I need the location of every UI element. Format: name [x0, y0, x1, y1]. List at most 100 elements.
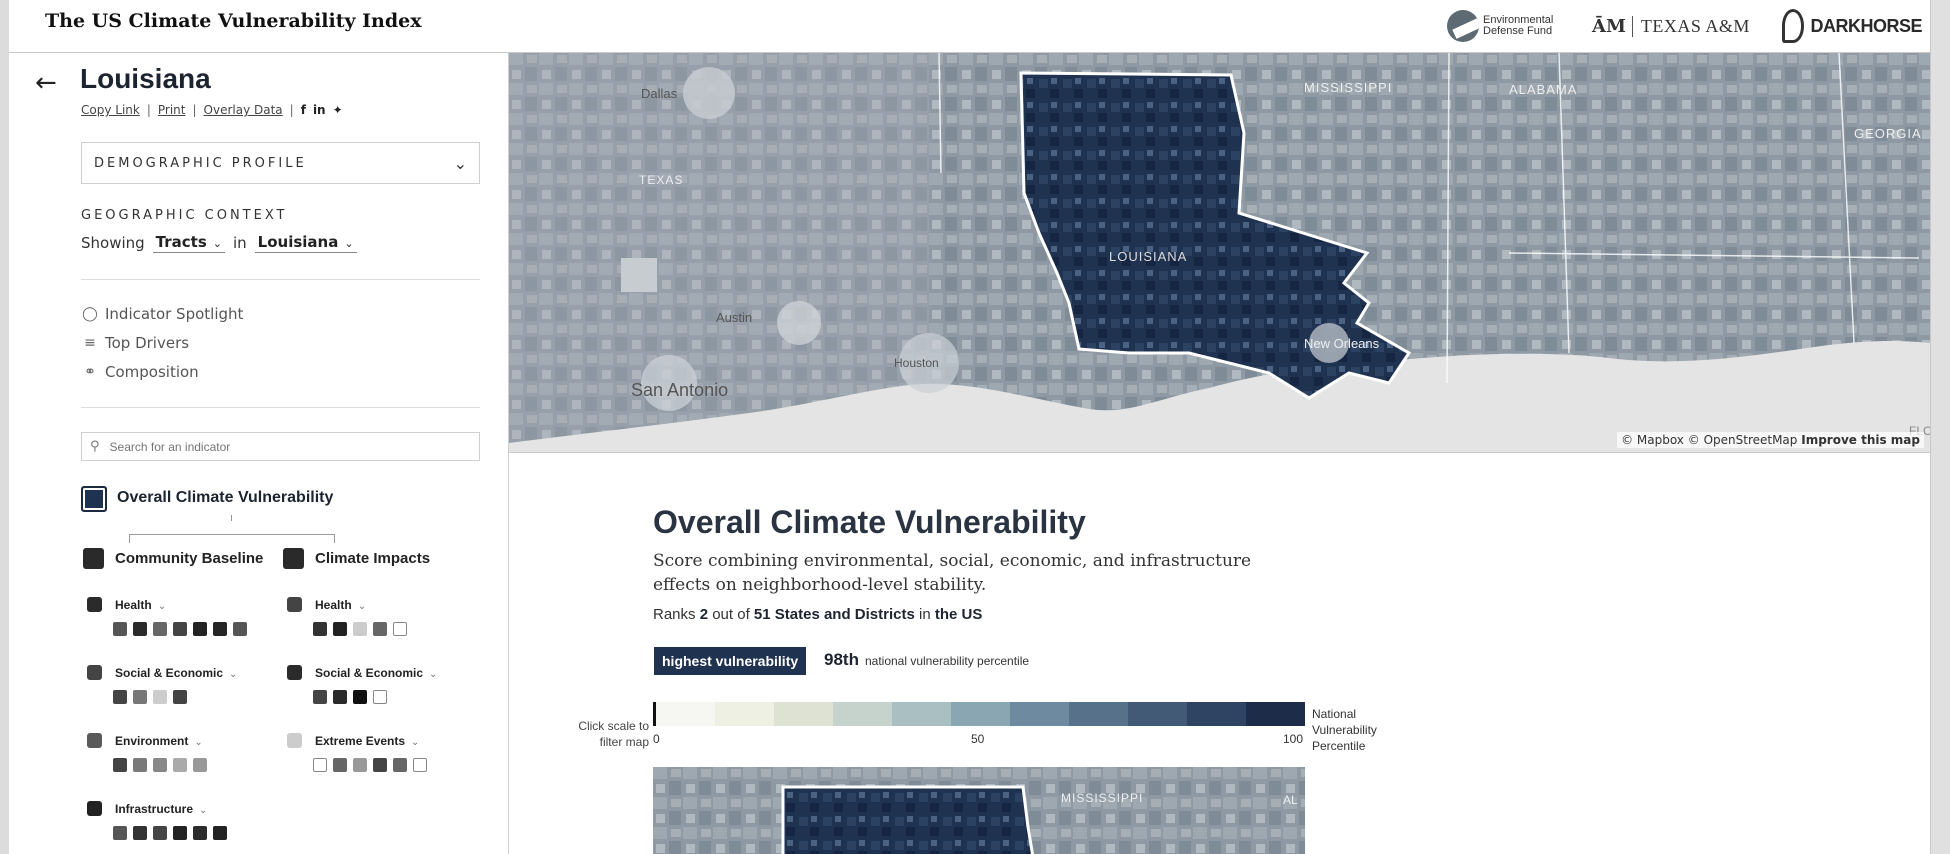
sub-indicator-toggle[interactable]	[393, 758, 407, 772]
sub-indicator-toggle[interactable]	[353, 758, 367, 772]
copy-link-button[interactable]: Copy Link	[81, 103, 140, 117]
linkedin-icon[interactable]: in	[312, 103, 326, 117]
site-title[interactable]: The US Climate Vulnerability Index	[45, 10, 422, 32]
sub-indicator-toggle[interactable]	[313, 758, 327, 772]
darkhorse-logo[interactable]: DARKHORSE	[1782, 6, 1922, 46]
demographic-profile-dropdown[interactable]: DEMOGRAPHIC PROFILE ⌄	[81, 142, 480, 184]
scale-segment[interactable]	[833, 702, 892, 726]
indicator-checkbox[interactable]	[87, 597, 102, 612]
sub-indicator-toggle[interactable]	[153, 622, 167, 636]
tool-label: Top Drivers	[105, 334, 190, 352]
sub-indicator-toggle[interactable]	[333, 758, 347, 772]
region-select[interactable]: Louisiana ⌄	[254, 233, 357, 253]
sub-indicator-toggle[interactable]	[373, 758, 387, 772]
indicator-checkbox[interactable]	[87, 665, 102, 680]
sub-indicator-toggle[interactable]	[213, 622, 227, 636]
indicator-label: Infrastructure	[115, 802, 194, 816]
sub-indicator-toggle[interactable]	[353, 690, 367, 704]
indicator-checkbox[interactable]	[287, 665, 302, 680]
sub-indicator-toggle[interactable]	[113, 758, 127, 772]
tamu-logo[interactable]: ĀM TEXAS A&M	[1592, 6, 1752, 46]
improve-map-link[interactable]: Improve this map	[1801, 433, 1920, 447]
scale-segment[interactable]	[892, 702, 951, 726]
sub-indicator-toggle[interactable]	[193, 758, 207, 772]
indicator-dropdown[interactable]: Health ⌄	[315, 598, 366, 612]
sub-indicator-toggle[interactable]	[113, 622, 127, 636]
overlay-data-button[interactable]: Overlay Data	[203, 103, 283, 117]
indicator-dropdown[interactable]: Social & Economic ⌄	[315, 666, 437, 680]
facebook-icon[interactable]: f	[300, 103, 306, 117]
mini-map-canvas[interactable]: MISSISSIPPI AL	[653, 767, 1305, 854]
scale-segment[interactable]	[1187, 702, 1246, 726]
osm-attribution[interactable]: © OpenStreetMap	[1687, 433, 1798, 447]
status-badge: highest vulnerability	[654, 647, 807, 675]
indicator-dropdown[interactable]: Infrastructure ⌄	[115, 802, 207, 816]
scale-segment[interactable]	[951, 702, 1010, 726]
sub-indicator-toggle[interactable]	[393, 622, 407, 636]
geography-unit-select[interactable]: Tracts ⌄	[152, 233, 225, 253]
indicator-dropdown[interactable]: Environment ⌄	[115, 734, 203, 748]
scale-segment[interactable]	[774, 702, 833, 726]
scale-segment[interactable]	[656, 702, 715, 726]
community-baseline-checkbox[interactable]	[83, 548, 104, 569]
scale-segment[interactable]	[1069, 702, 1128, 726]
map-canvas[interactable]: Dallas Austin Houston San Antonio TEXAS …	[509, 53, 1930, 453]
indicator-search-input[interactable]	[109, 439, 450, 454]
mini-map[interactable]: MISSISSIPPI AL	[653, 767, 1305, 854]
lightbulb-icon: ◯	[82, 306, 98, 322]
indicator-dropdown[interactable]: Social & Economic ⌄	[115, 666, 237, 680]
scale-segment[interactable]	[715, 702, 774, 726]
sub-indicator-toggle[interactable]	[173, 690, 187, 704]
scrollbar[interactable]	[1930, 0, 1950, 854]
indicator-dropdown[interactable]: Extreme Events ⌄	[315, 734, 419, 748]
sub-indicator-toggle[interactable]	[173, 622, 187, 636]
tool-composition[interactable]: ⚭ Composition	[81, 363, 199, 381]
vulnerability-map[interactable]: Dallas Austin Houston San Antonio TEXAS …	[509, 53, 1930, 453]
twitter-icon[interactable]: ✦	[332, 103, 343, 117]
sub-indicator-toggle[interactable]	[193, 826, 207, 840]
sub-indicator-toggle[interactable]	[153, 690, 167, 704]
percentile-scale-bar[interactable]	[653, 702, 1305, 726]
indicator-checkbox[interactable]	[287, 733, 302, 748]
indicator-checkbox[interactable]	[87, 733, 102, 748]
mapbox-attribution[interactable]: © Mapbox	[1621, 433, 1684, 447]
print-button[interactable]: Print	[157, 103, 186, 117]
sub-indicator-toggle[interactable]	[213, 826, 227, 840]
indicator-checkbox[interactable]	[87, 801, 102, 816]
sub-indicator-toggle[interactable]	[113, 690, 127, 704]
sub-indicator-toggle[interactable]	[133, 758, 147, 772]
sub-indicator-toggle[interactable]	[133, 622, 147, 636]
map-label-mississippi: MISSISSIPPI	[1304, 80, 1392, 95]
sub-indicator-toggle[interactable]	[413, 758, 427, 772]
sub-indicator-toggle[interactable]	[173, 826, 187, 840]
sub-indicator-toggle[interactable]	[153, 758, 167, 772]
sub-indicator-toggle[interactable]	[353, 622, 367, 636]
back-arrow-icon[interactable]: ←	[35, 68, 57, 98]
indicator-dropdown[interactable]: Health ⌄	[115, 598, 166, 612]
sub-indicator-toggle[interactable]	[333, 622, 347, 636]
tool-indicator-spotlight[interactable]: ◯ Indicator Spotlight	[81, 305, 243, 323]
sub-indicator-toggle[interactable]	[173, 758, 187, 772]
sub-indicator-toggle[interactable]	[233, 622, 247, 636]
scale-segment[interactable]	[1246, 702, 1305, 726]
edf-logo[interactable]: Environmental Defense Fund	[1447, 6, 1565, 46]
sub-indicator-toggle[interactable]	[193, 622, 207, 636]
sub-indicator-toggle[interactable]	[313, 690, 327, 704]
scale-segment[interactable]	[1010, 702, 1069, 726]
tool-top-drivers[interactable]: ≡ Top Drivers	[81, 334, 189, 352]
scale-segment[interactable]	[1128, 702, 1187, 726]
sub-indicator-toggle[interactable]	[113, 826, 127, 840]
overall-checkbox[interactable]	[81, 486, 107, 512]
sub-indicator-toggle[interactable]	[133, 690, 147, 704]
climate-impacts-checkbox[interactable]	[283, 548, 304, 569]
sub-indicator-toggle[interactable]	[333, 690, 347, 704]
sub-indicator-toggle[interactable]	[153, 826, 167, 840]
sub-indicator-toggle[interactable]	[373, 622, 387, 636]
sub-indicator-toggle[interactable]	[133, 826, 147, 840]
divider: |	[289, 103, 294, 117]
sub-indicator-toggle[interactable]	[373, 690, 387, 704]
geographic-context-row: Showing Tracts ⌄ in Louisiana ⌄	[81, 233, 357, 253]
indicator-checkbox[interactable]	[287, 597, 302, 612]
sub-indicator-toggle[interactable]	[313, 622, 327, 636]
indicator-title: Overall Climate Vulnerability	[653, 504, 1086, 540]
